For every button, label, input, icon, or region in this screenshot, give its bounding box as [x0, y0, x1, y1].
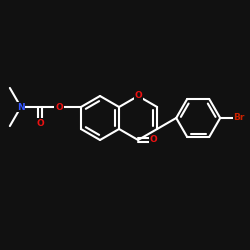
Text: O: O: [55, 102, 63, 112]
Text: O: O: [134, 92, 142, 100]
Text: N: N: [17, 102, 25, 112]
Text: Br: Br: [233, 114, 244, 122]
Text: O: O: [150, 136, 158, 144]
Text: O: O: [36, 119, 44, 128]
